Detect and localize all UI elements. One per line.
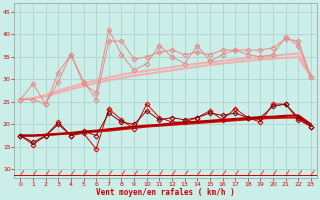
X-axis label: Vent moyen/en rafales ( km/h ): Vent moyen/en rafales ( km/h ): [96, 188, 235, 197]
